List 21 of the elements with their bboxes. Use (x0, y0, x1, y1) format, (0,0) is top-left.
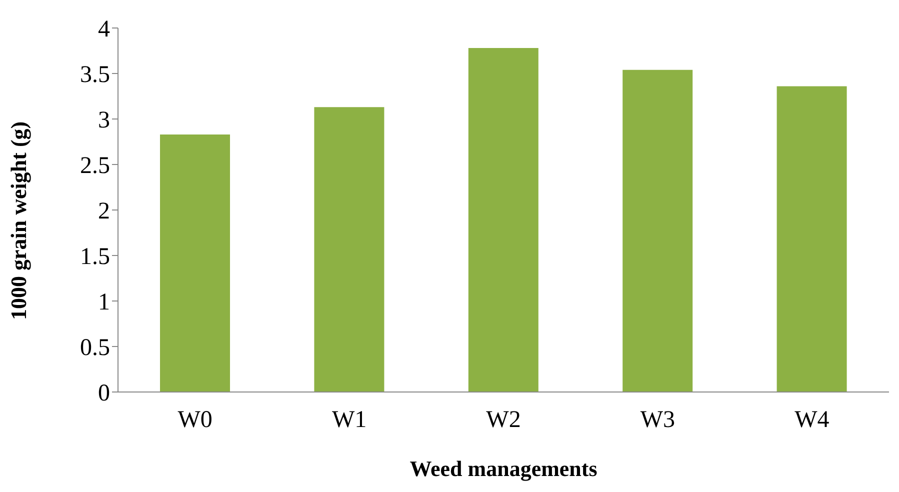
bar (622, 70, 693, 392)
y-tick-label: 1 (98, 290, 110, 316)
y-tick-label: 3.5 (80, 62, 110, 88)
x-tick-label: W4 (794, 407, 830, 434)
bar (776, 86, 847, 392)
x-tick-label: W1 (332, 407, 367, 434)
x-tick-label: W3 (640, 407, 676, 434)
x-axis-title: Weed managements (410, 456, 598, 481)
y-axis-title: 1000 grain weight (g) (6, 121, 31, 320)
y-tick-label: 4 (98, 16, 110, 43)
x-tick-label: W0 (178, 407, 212, 434)
y-tick-label: 0.5 (80, 335, 110, 362)
y-tick-label: 3 (98, 108, 110, 134)
y-tick-label: 2 (98, 198, 110, 225)
x-tick-label: W2 (486, 407, 521, 434)
bar (314, 107, 384, 392)
y-tick-label: 1.5 (80, 244, 110, 270)
y-tick-label: 2.5 (80, 153, 110, 180)
bar (160, 134, 230, 392)
bar (468, 48, 538, 392)
y-tick-label: 0 (98, 380, 110, 407)
